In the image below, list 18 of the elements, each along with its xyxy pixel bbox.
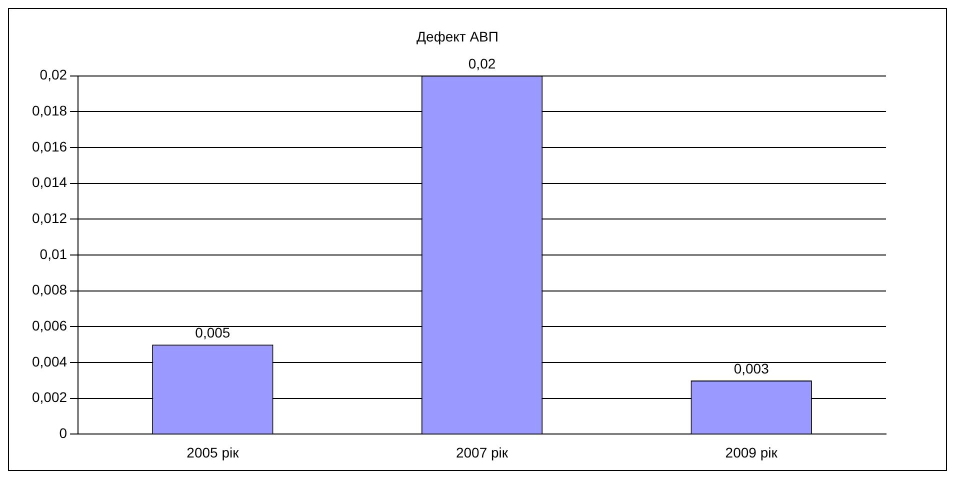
y-tick-label: 0,02 [40, 66, 68, 83]
y-tick-label: 0,008 [32, 282, 68, 298]
x-tick-label: 2009 рік [725, 444, 778, 460]
y-tick-label: 0 [59, 425, 68, 442]
x-tick-label: 2005 рік [186, 444, 240, 460]
data-label: 0,02 [468, 56, 496, 72]
y-tick-label: 0,01 [40, 246, 68, 262]
y-tick-label: 0,006 [32, 318, 68, 334]
data-label: 0,005 [195, 324, 230, 340]
y-tick-label: 0,014 [32, 174, 68, 190]
y-tick-label: 0,012 [32, 210, 68, 226]
y-tick-label: 0,016 [32, 138, 68, 154]
y-tick-label: 0,004 [32, 353, 68, 370]
data-label: 0,003 [734, 360, 770, 376]
chart-title: Дефект АВП [416, 28, 498, 44]
y-tick-label: 0,018 [32, 102, 68, 118]
y-tick-label: 0,002 [32, 389, 68, 406]
x-tick-label: 2007 рік [456, 444, 509, 460]
